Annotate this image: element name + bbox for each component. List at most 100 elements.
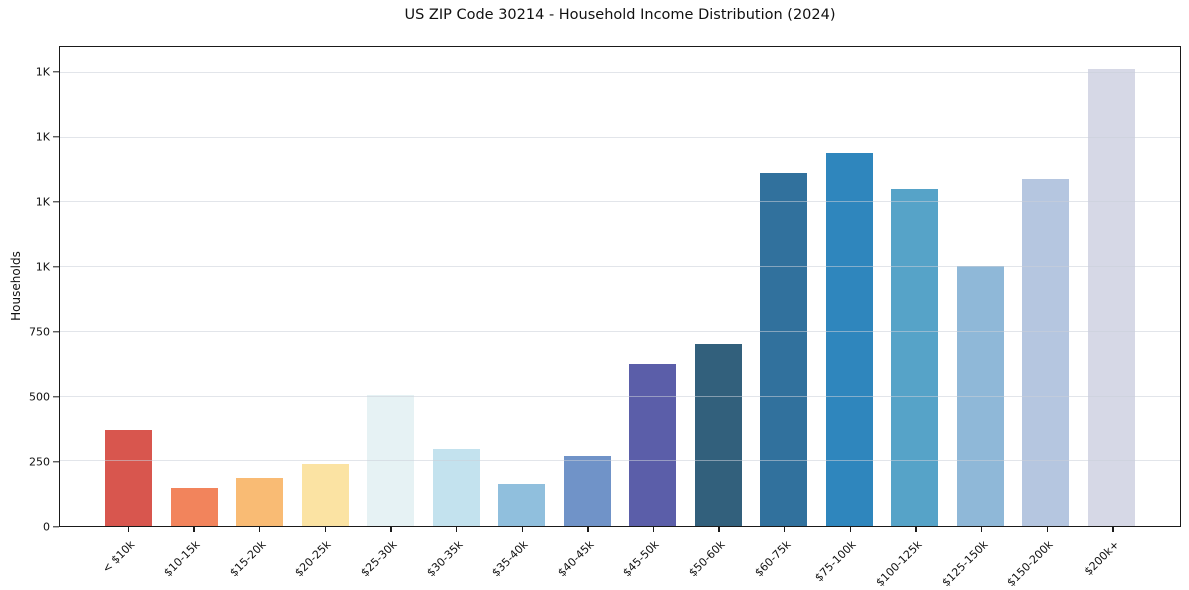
- x-tick-mark: [980, 527, 983, 532]
- x-tick-label: $10-15k: [161, 538, 203, 580]
- x-tick-mark: [1112, 527, 1114, 532]
- y-tick-mark: [53, 331, 59, 333]
- x-label-cell: $200k+: [1079, 534, 1145, 586]
- x-label-cell: $30-35k: [423, 534, 489, 586]
- x-tick-cell: [1079, 527, 1145, 533]
- y-tick-label: 1K: [35, 195, 50, 209]
- y-tick-mark: [53, 136, 59, 138]
- x-tick-cell: [751, 527, 817, 533]
- bar-$30-35k: [432, 449, 480, 526]
- y-tick-label: 1K: [35, 65, 50, 79]
- x-axis-labels: < $10k $10-15k $15-20k $20-25k $25-30k $30-35…: [59, 534, 1181, 589]
- x-label-cell: $75-100k: [813, 534, 883, 586]
- x-tick-cell: [620, 527, 686, 533]
- x-tick-label: $75-100k: [812, 538, 859, 585]
- x-tick-label: $200k+: [1081, 538, 1122, 579]
- y-tick-mark: [53, 526, 59, 528]
- x-tick-label: $40-45k: [555, 538, 597, 580]
- bar-$20-25k: [301, 463, 349, 526]
- x-label-cell: < $10k: [95, 534, 161, 586]
- x-tick-cell: [292, 527, 358, 533]
- x-label-cell: $100-125k: [873, 534, 949, 589]
- bar-< $10k: [105, 429, 153, 526]
- bar-$150-200k: [1022, 179, 1070, 526]
- bar-$10-15k: [170, 487, 218, 526]
- bar-slot: [1079, 47, 1145, 526]
- x-tick-mark: [127, 527, 130, 532]
- bar-slot: [96, 47, 162, 526]
- bar-$35-40k: [498, 483, 546, 526]
- y-tick-label: 500: [29, 390, 50, 404]
- y-tick-label: 750: [29, 325, 50, 339]
- y-tick-mark: [53, 461, 59, 463]
- x-tick-mark: [652, 527, 655, 532]
- bar-slot: [489, 47, 555, 526]
- bar-$125-150k: [956, 265, 1004, 526]
- x-tick-mark: [1046, 527, 1048, 532]
- x-label-cell: $15-20k: [226, 534, 292, 586]
- x-tick-mark: [718, 527, 720, 532]
- x-label-cell: $35-40k: [489, 534, 555, 586]
- bar-slot: [162, 47, 228, 526]
- x-label-cell: $150-200k: [1005, 534, 1080, 589]
- x-tick-cell: [883, 527, 949, 533]
- y-tick-label: 0: [43, 520, 50, 534]
- bar-slot: [424, 47, 490, 526]
- bar-slot: [227, 47, 293, 526]
- x-tick-mark: [193, 527, 195, 532]
- bar-$50-60k: [694, 343, 742, 526]
- x-tick-cell: [358, 527, 424, 533]
- x-tick-mark: [259, 527, 261, 532]
- x-tick-label: $60-75k: [751, 538, 794, 580]
- x-label-cell: $60-75k: [751, 534, 817, 586]
- x-tick-label: $45-50k: [620, 538, 663, 580]
- x-tick-label: $35-40k: [489, 538, 531, 580]
- bar-$100-125k: [891, 189, 939, 526]
- bar-slot: [293, 47, 359, 526]
- x-tick-mark: [455, 527, 458, 532]
- x-tick-cell: [423, 527, 489, 533]
- x-tick-mark: [915, 527, 917, 532]
- y-tick-label: 250: [29, 455, 50, 469]
- x-tick-cell: [686, 527, 752, 533]
- x-tick-label: $30-35k: [423, 538, 466, 580]
- x-tick-label: $15-20k: [226, 538, 269, 580]
- bar-$15-20k: [236, 477, 284, 526]
- bar-$75-100k: [825, 153, 873, 526]
- bar-$45-50k: [629, 363, 677, 526]
- x-tick-cell: [948, 527, 1014, 533]
- bar-slot: [1013, 47, 1079, 526]
- plot-area: [59, 46, 1181, 527]
- bar-$25-30k: [367, 395, 415, 526]
- x-tick-mark: [587, 527, 589, 532]
- y-tick-mark: [53, 396, 59, 398]
- x-tick-label: $25-30k: [358, 538, 400, 580]
- x-tick-cell: [817, 527, 883, 533]
- bar-slot: [358, 47, 424, 526]
- x-label-cell: $125-150k: [939, 534, 1014, 589]
- bar-slot: [882, 47, 948, 526]
- bar-slot: [948, 47, 1014, 526]
- bar-slot: [555, 47, 621, 526]
- x-label-cell: $20-25k: [292, 534, 358, 586]
- x-label-cell: $40-45k: [554, 534, 620, 586]
- bar-$40-45k: [563, 456, 611, 526]
- x-tick-cell: [1014, 527, 1080, 533]
- x-tick-mark: [390, 527, 392, 532]
- y-tick-mark: [53, 201, 59, 203]
- x-tick-cell: [226, 527, 292, 533]
- x-tick-cell: [161, 527, 227, 533]
- x-tick-cell: [95, 527, 161, 533]
- bars-container: [60, 47, 1180, 526]
- bar-slot: [620, 47, 686, 526]
- chart-title: US ZIP Code 30214 - Household Income Dis…: [404, 7, 836, 23]
- x-tick-mark: [521, 527, 523, 532]
- bar-slot: [751, 47, 817, 526]
- x-label-cell: $25-30k: [358, 534, 424, 586]
- y-tick-mark: [53, 71, 59, 73]
- bar-slot: [686, 47, 752, 526]
- x-tick-label: $50-60k: [686, 538, 728, 580]
- x-tick-mark: [324, 527, 327, 532]
